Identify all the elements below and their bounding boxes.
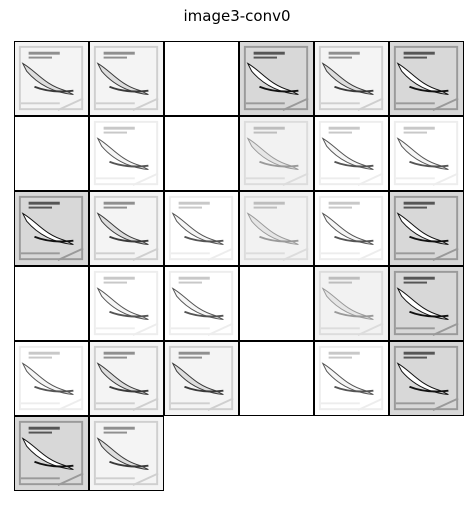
feature-map-image [90, 42, 163, 115]
feature-map-image [240, 267, 313, 340]
feature-map-image [390, 267, 463, 340]
feature-map-image [240, 192, 313, 265]
feature-map-11 [314, 116, 389, 191]
feature-map-19 [14, 266, 89, 341]
feature-map-16 [239, 191, 314, 266]
feature-map-image [315, 117, 388, 190]
feature-map-25 [14, 341, 89, 416]
feature-map-image [315, 42, 388, 115]
feature-map-20 [89, 266, 164, 341]
feature-map-10 [239, 116, 314, 191]
feature-map-4 [239, 41, 314, 116]
feature-map-image [15, 417, 88, 490]
feature-map-26 [89, 341, 164, 416]
feature-map-image [90, 342, 163, 415]
feature-map-image [90, 117, 163, 190]
feature-map-image [315, 342, 388, 415]
feature-map-12 [389, 116, 464, 191]
feature-map-5 [314, 41, 389, 116]
feature-map-image [390, 42, 463, 115]
feature-map-image [90, 192, 163, 265]
feature-map-image [90, 417, 163, 490]
feature-map-image [165, 42, 238, 115]
feature-map-23 [314, 266, 389, 341]
feature-map-image [240, 117, 313, 190]
feature-map-image [390, 192, 463, 265]
feature-map-3 [164, 41, 239, 116]
feature-map-14 [89, 191, 164, 266]
feature-map-8 [89, 116, 164, 191]
feature-map-image [165, 342, 238, 415]
feature-map-image [15, 42, 88, 115]
feature-map-image [15, 342, 88, 415]
feature-map-21 [164, 266, 239, 341]
feature-map-image [165, 192, 238, 265]
feature-map-image [240, 42, 313, 115]
feature-map-image [390, 342, 463, 415]
feature-map-22 [239, 266, 314, 341]
feature-map-image [390, 117, 463, 190]
feature-map-29 [314, 341, 389, 416]
feature-map-9 [164, 116, 239, 191]
feature-map-32 [89, 416, 164, 491]
feature-map-31 [14, 416, 89, 491]
feature-map-image [240, 342, 313, 415]
feature-map-1 [14, 41, 89, 116]
feature-map-13 [14, 191, 89, 266]
feature-map-15 [164, 191, 239, 266]
feature-map-27 [164, 341, 239, 416]
feature-map-17 [314, 191, 389, 266]
feature-map-image [165, 267, 238, 340]
feature-map-image [90, 267, 163, 340]
feature-map-image [315, 267, 388, 340]
feature-map-24 [389, 266, 464, 341]
feature-map-image [15, 267, 88, 340]
feature-map-7 [14, 116, 89, 191]
feature-map-18 [389, 191, 464, 266]
figure-title: image3-conv0 [183, 7, 291, 25]
feature-map-image [315, 192, 388, 265]
feature-map-image [15, 192, 88, 265]
feature-map-image [15, 117, 88, 190]
feature-map-30 [389, 341, 464, 416]
feature-map-image [165, 117, 238, 190]
feature-map-2 [89, 41, 164, 116]
feature-map-28 [239, 341, 314, 416]
feature-map-6 [389, 41, 464, 116]
